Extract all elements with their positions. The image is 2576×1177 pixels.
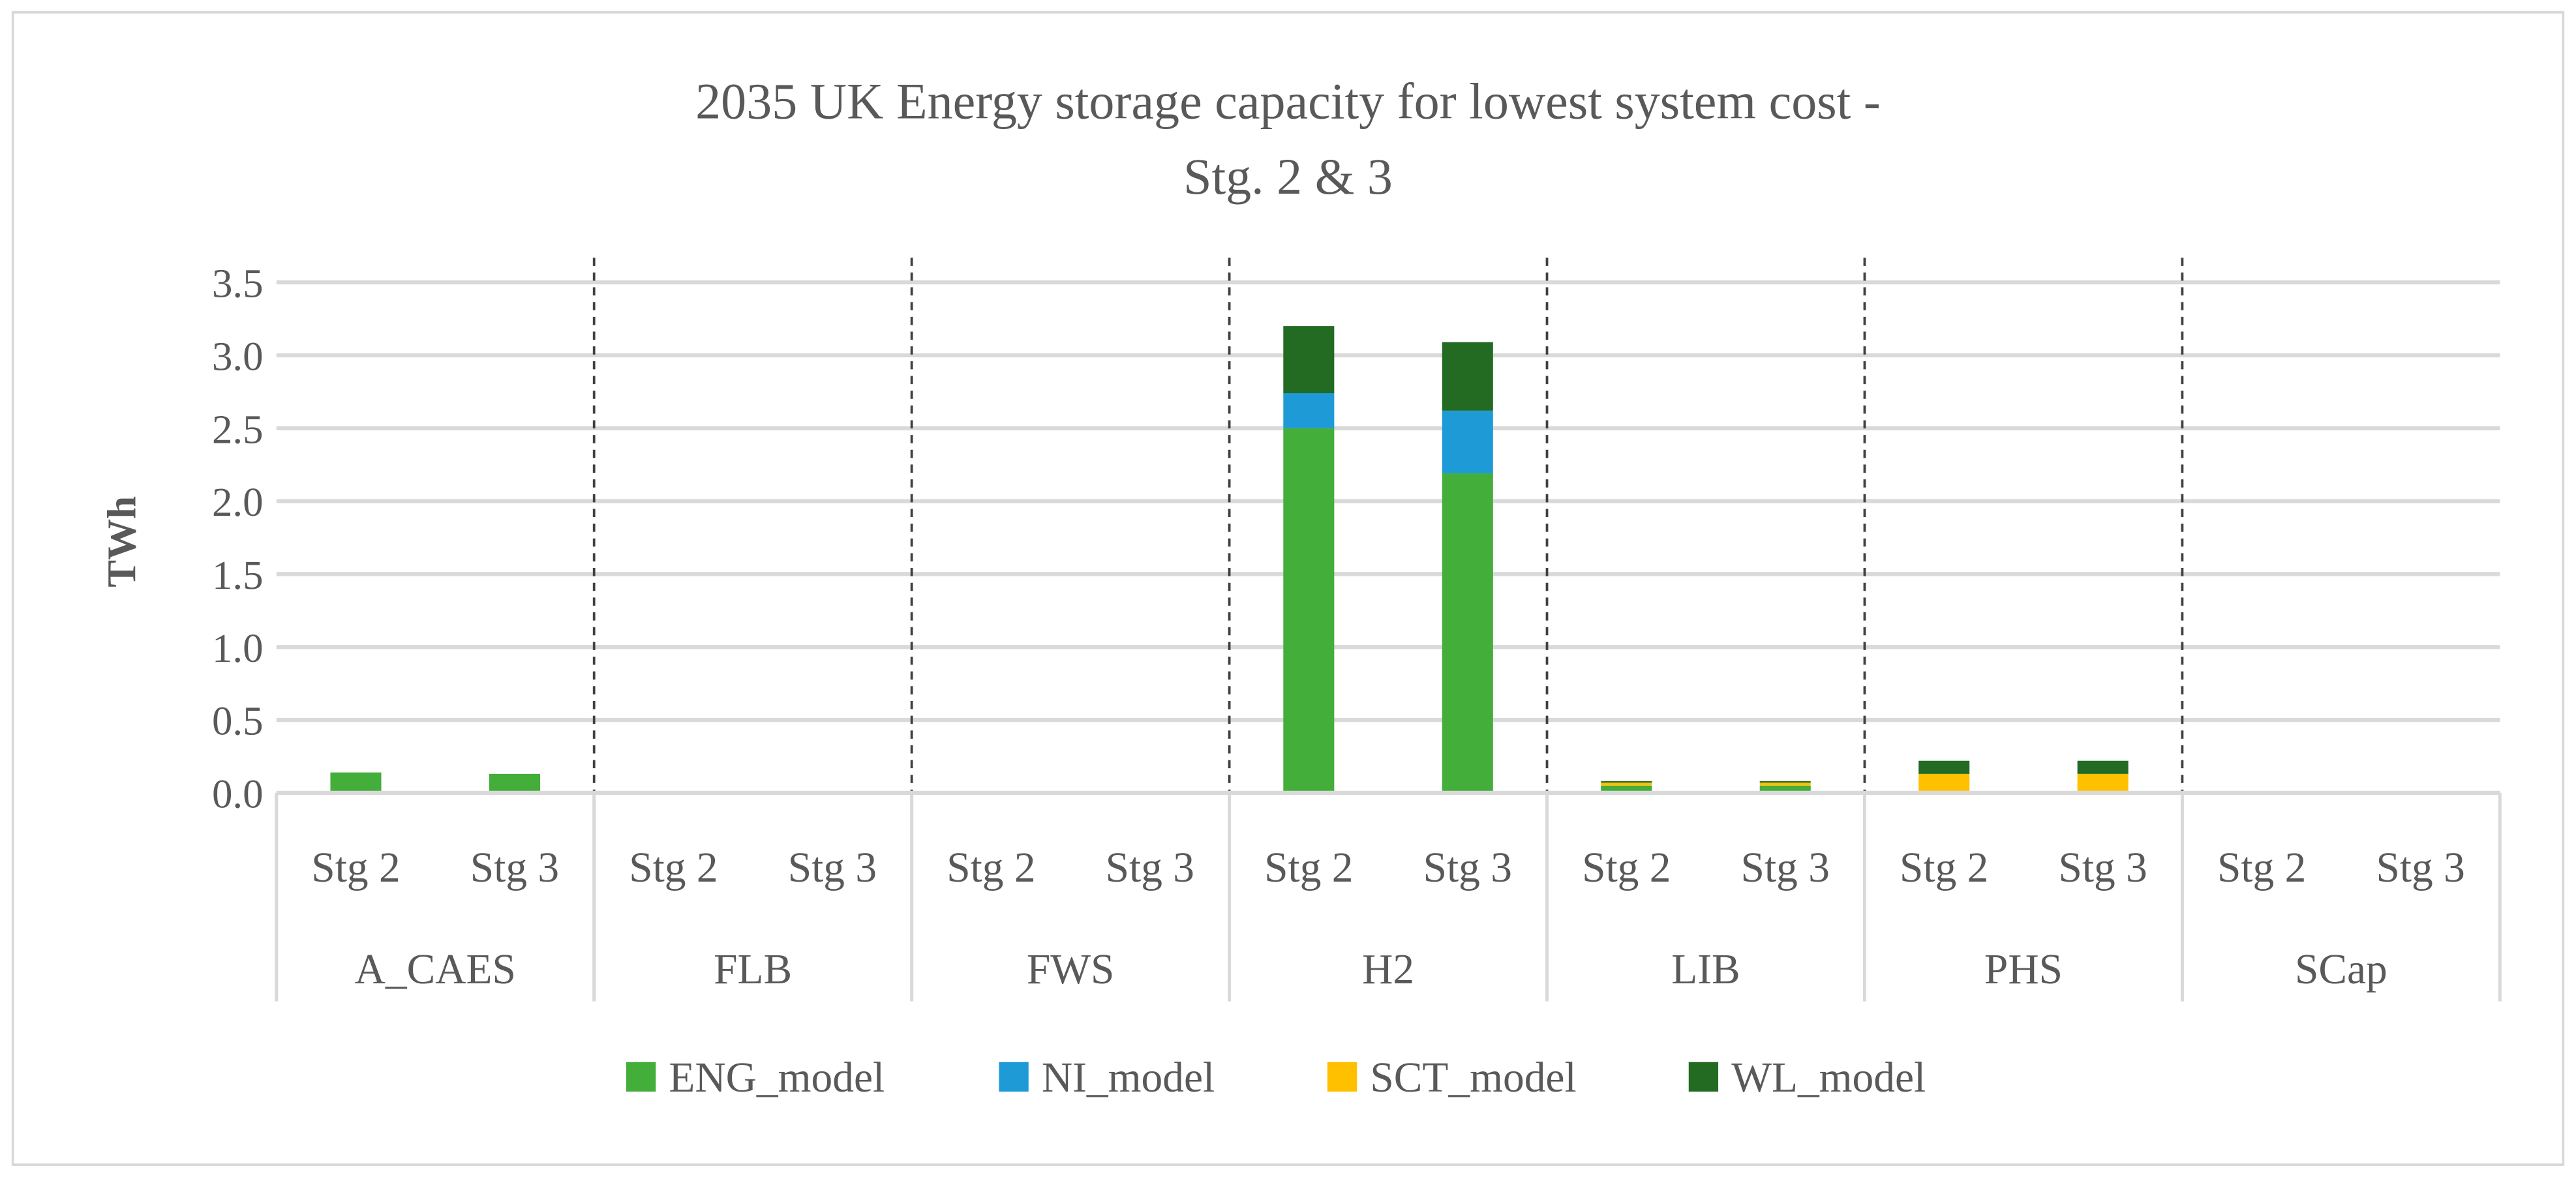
group-label: FLB xyxy=(714,946,792,993)
y-axis-label: TWh xyxy=(98,496,144,588)
x-tick-label: Stg 3 xyxy=(788,844,877,891)
group-label: PHS xyxy=(1984,946,2063,993)
y-tick-label: 2.0 xyxy=(212,479,264,525)
bar-segment xyxy=(1601,785,1652,793)
x-axis: Stg 2 Stg 3 Stg 2 Stg 3 Stg 2 Stg 3 Stg 2 Stg 3… xyxy=(275,790,2502,1002)
x-tick-label: Stg 2 xyxy=(1264,844,1353,891)
bar-segment xyxy=(1601,782,1652,786)
y-tick-label: 2.5 xyxy=(212,406,264,452)
x-tick-label: Stg 2 xyxy=(947,844,1035,891)
x-tick-label: Stg 3 xyxy=(1106,844,1194,891)
legend-label: ENG_model xyxy=(669,1054,885,1101)
bar-segment xyxy=(1759,782,1811,786)
bar-segment xyxy=(1283,393,1335,428)
group-label: FWS xyxy=(1027,946,1115,993)
bar-segment xyxy=(1759,781,1811,783)
bar-segment xyxy=(489,773,540,793)
x-tick-label: Stg 2 xyxy=(629,844,718,891)
legend-swatch xyxy=(999,1062,1029,1092)
legend-swatch xyxy=(1688,1062,1719,1092)
bar-segment xyxy=(1283,326,1335,394)
legend-swatch xyxy=(1327,1062,1357,1092)
group-label: H2 xyxy=(1362,946,1414,993)
bar-segment xyxy=(1918,773,1970,792)
legend-label: SCT_model xyxy=(1370,1054,1576,1101)
bar-segment xyxy=(1442,342,1493,411)
y-tick-label: 0.0 xyxy=(212,771,264,817)
legend-label: NI_model xyxy=(1042,1054,1215,1101)
y-tick-label: 3.5 xyxy=(212,261,264,306)
x-tick-label: Stg 3 xyxy=(1423,844,1512,891)
legend-swatch xyxy=(626,1062,656,1092)
group-label: LIB xyxy=(1671,946,1740,993)
x-tick-label: Stg 2 xyxy=(2217,844,2306,891)
y-tick-label: 1.5 xyxy=(212,552,264,598)
legend-label: WL_model xyxy=(1731,1054,1926,1101)
bar-segment xyxy=(1442,473,1493,793)
chart-subtitle: Stg. 2 & 3 xyxy=(1183,148,1393,205)
bars xyxy=(330,326,2129,793)
y-tick-label: 1.0 xyxy=(212,625,264,671)
y-tick-label: 0.5 xyxy=(212,698,264,744)
bar-segment xyxy=(330,772,382,793)
bar-segment xyxy=(2077,773,2129,792)
group-label: SCap xyxy=(2295,946,2387,993)
x-tick-label: Stg 2 xyxy=(1900,844,1988,891)
gridlines xyxy=(276,280,2500,723)
bar-segment xyxy=(1918,760,1970,774)
bar-segment xyxy=(2077,760,2129,774)
bar-segment xyxy=(1759,785,1811,793)
bar-segment xyxy=(1601,781,1652,783)
x-tick-label: Stg 3 xyxy=(2376,844,2464,891)
group-label: A_CAES xyxy=(355,946,516,993)
x-tick-label: Stg 3 xyxy=(470,844,559,891)
legend: ENG_model NI_model SCT_model WL_model xyxy=(626,1054,1926,1101)
y-tick-label: 3.0 xyxy=(212,334,264,380)
chart-title: 2035 UK Energy storage capacity for lowe… xyxy=(695,72,1881,129)
group-dividers xyxy=(592,258,2184,793)
bar-segment xyxy=(1442,410,1493,474)
x-tick-label: Stg 3 xyxy=(2058,844,2147,891)
y-axis-ticks: 0.0 0.5 1.0 1.5 2.0 2.5 3.0 3.5 xyxy=(212,261,264,817)
x-tick-label: Stg 3 xyxy=(1741,844,1830,891)
x-tick-label: Stg 2 xyxy=(311,844,400,891)
x-tick-label: Stg 2 xyxy=(1582,844,1671,891)
bar-segment xyxy=(1283,428,1335,793)
